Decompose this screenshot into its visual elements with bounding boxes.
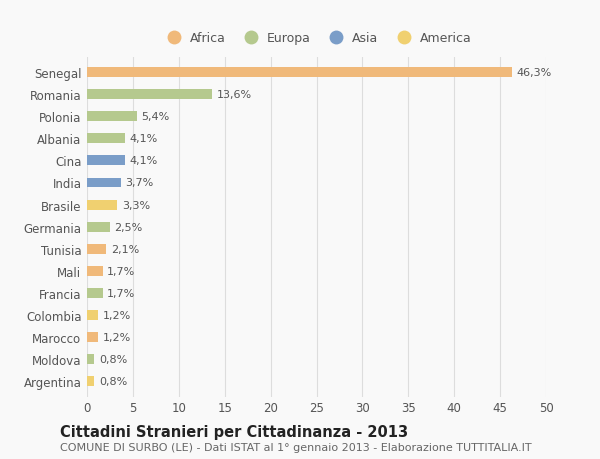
- Bar: [87, 222, 110, 232]
- Bar: [87, 332, 98, 342]
- Text: 2,1%: 2,1%: [111, 244, 139, 254]
- Text: 3,3%: 3,3%: [122, 200, 150, 210]
- Text: 0,8%: 0,8%: [99, 376, 127, 386]
- Bar: [87, 68, 512, 78]
- Text: 0,8%: 0,8%: [99, 354, 127, 364]
- Text: 46,3%: 46,3%: [517, 68, 552, 78]
- Bar: [87, 354, 94, 364]
- Bar: [87, 156, 125, 166]
- Bar: [87, 288, 103, 298]
- Text: 3,7%: 3,7%: [125, 178, 154, 188]
- Bar: [87, 377, 94, 386]
- Bar: [87, 200, 117, 210]
- Text: 1,2%: 1,2%: [103, 332, 131, 342]
- Text: 4,1%: 4,1%: [129, 134, 157, 144]
- Bar: [87, 266, 103, 276]
- Text: 5,4%: 5,4%: [141, 112, 169, 122]
- Bar: [87, 112, 137, 122]
- Bar: [87, 90, 212, 100]
- Bar: [87, 310, 98, 320]
- Text: 1,2%: 1,2%: [103, 310, 131, 320]
- Text: COMUNE DI SURBO (LE) - Dati ISTAT al 1° gennaio 2013 - Elaborazione TUTTITALIA.I: COMUNE DI SURBO (LE) - Dati ISTAT al 1° …: [60, 442, 532, 452]
- Bar: [87, 134, 125, 144]
- Legend: Africa, Europa, Asia, America: Africa, Europa, Asia, America: [159, 30, 474, 48]
- Text: 4,1%: 4,1%: [129, 156, 157, 166]
- Text: 1,7%: 1,7%: [107, 266, 136, 276]
- Text: 1,7%: 1,7%: [107, 288, 136, 298]
- Bar: [87, 244, 106, 254]
- Bar: [87, 178, 121, 188]
- Text: 2,5%: 2,5%: [115, 222, 143, 232]
- Text: 13,6%: 13,6%: [217, 90, 251, 100]
- Text: Cittadini Stranieri per Cittadinanza - 2013: Cittadini Stranieri per Cittadinanza - 2…: [60, 425, 408, 440]
